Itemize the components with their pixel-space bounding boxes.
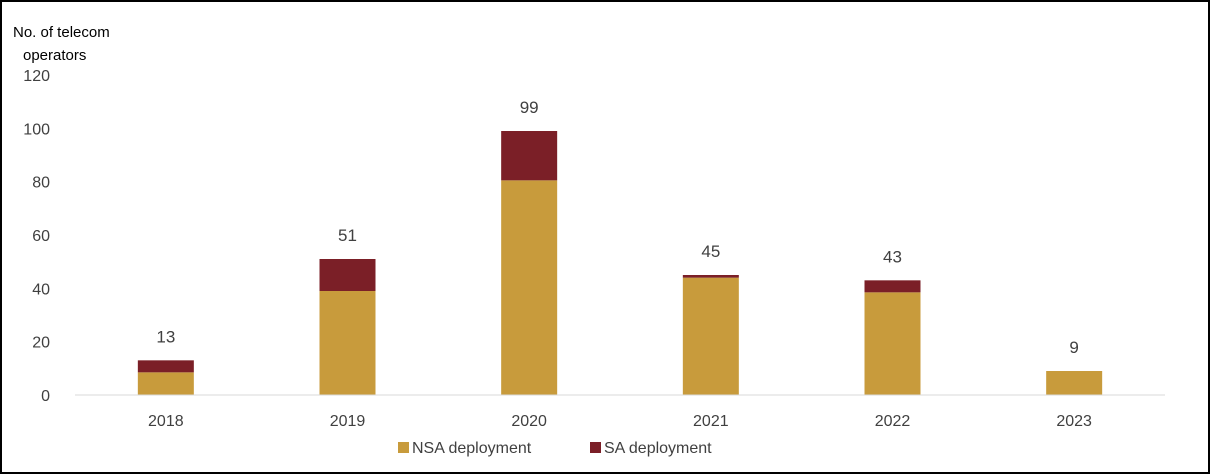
y-axis-label-line-2: operators [23,47,86,64]
y-tick-label: 20 [32,335,50,352]
bar-segment-sa [864,280,921,293]
x-tick-label: 2018 [148,413,184,430]
y-tick-label: 100 [23,121,50,138]
bar-segment-sa [137,360,194,373]
bar-segment-nsa [1046,371,1103,395]
y-tick-label: 120 [23,68,50,85]
legend-swatch-nsa [398,442,409,453]
x-tick-label: 2020 [511,413,547,430]
total-data-label: 99 [520,98,539,117]
bar-segment-sa [501,131,558,181]
legend-label-nsa: NSA deployment [412,440,532,457]
total-data-label: 9 [1069,338,1078,357]
y-axis-ticks: 0 20 40 60 80 100 120 [23,68,50,405]
bars [137,131,1103,395]
y-tick-label: 0 [41,388,50,405]
total-data-label: 13 [156,327,175,346]
total-data-label: 51 [338,226,357,245]
total-data-label: 45 [701,242,720,261]
y-axis-label-line-1: No. of telecom [13,24,110,41]
legend: NSA deployment SA deployment [398,440,712,457]
y-tick-label: 80 [32,175,50,192]
legend-label-sa: SA deployment [604,440,712,457]
x-tick-label: 2022 [875,413,911,430]
bar-segment-nsa [864,292,921,395]
bar-segment-nsa [682,277,739,395]
legend-swatch-sa [590,442,601,453]
x-tick-label: 2021 [693,413,729,430]
bar-segment-nsa [319,291,376,395]
bar-segment-sa [682,275,739,278]
total-data-label: 43 [883,247,902,266]
x-tick-label: 2023 [1056,413,1092,430]
bar-segment-sa [319,259,376,291]
x-tick-label: 2019 [330,413,366,430]
total-labels: 13 51 99 45 43 9 [156,98,1079,357]
bar-segment-nsa [501,180,558,395]
y-tick-label: 40 [32,281,50,298]
bar-segment-nsa [137,372,194,395]
y-tick-label: 60 [32,228,50,245]
x-axis-labels: 2018 2019 2020 2021 2022 2023 [148,413,1092,430]
